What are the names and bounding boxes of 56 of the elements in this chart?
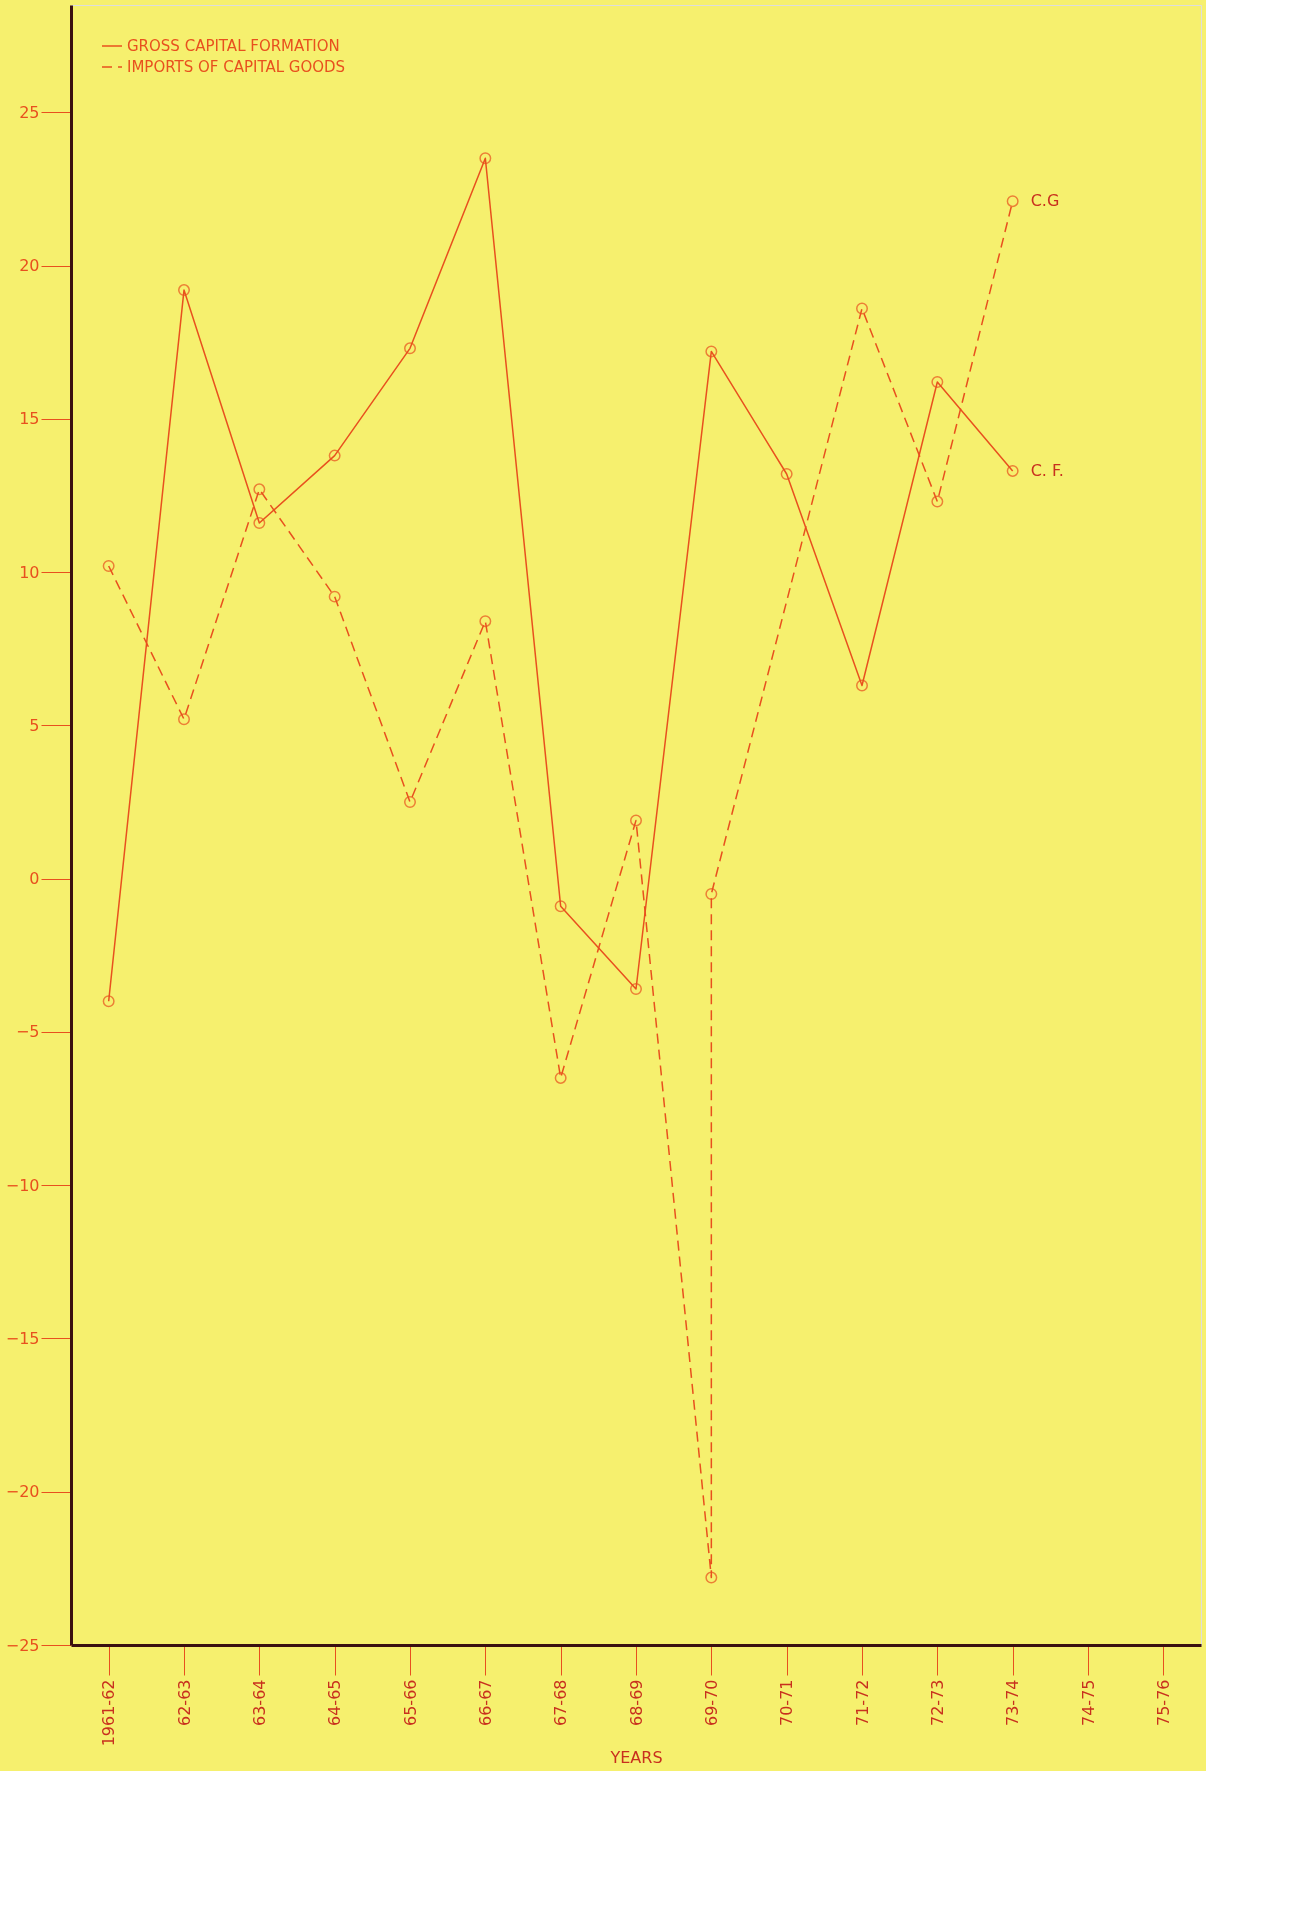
y-tick-label: −10 (5, 1175, 40, 1195)
point (102, 995, 115, 1008)
y-tick-label: −5 (15, 1022, 40, 1042)
x-tick-label: 64-65 (325, 1679, 345, 1726)
x-tick-label: 75-76 (1153, 1679, 1173, 1726)
x-tick-label: 74-75 (1078, 1679, 1098, 1726)
y-tick-label: 10 (19, 562, 40, 582)
point (554, 1071, 567, 1084)
x-tick-label: 71-72 (852, 1679, 872, 1726)
point (479, 152, 492, 165)
point (328, 449, 341, 462)
point (178, 284, 190, 297)
annotation: C.G (1030, 191, 1060, 211)
x-tick-label: 70-71 (777, 1679, 797, 1726)
point (404, 796, 416, 808)
legend-label: GROSS CAPITAL FORMATION (127, 37, 340, 55)
point (253, 483, 266, 496)
point (856, 679, 868, 692)
x-tick-label: 68-69 (626, 1679, 646, 1726)
y-tick-label: 5 (29, 715, 40, 735)
x-tick-label: 66-67 (475, 1679, 495, 1726)
y-tick-label: 15 (19, 409, 40, 429)
point (479, 615, 492, 628)
point (1006, 195, 1019, 208)
point (856, 302, 868, 315)
point (102, 559, 115, 572)
x-tick-label: 67-68 (551, 1679, 571, 1726)
x-tick-label: 1961-62 (99, 1679, 119, 1747)
y-tick-label: −20 (5, 1482, 40, 1502)
x-tick-label: 73-74 (1003, 1679, 1023, 1726)
x-tick-label: 69-70 (701, 1679, 721, 1726)
point (705, 345, 718, 358)
point (931, 495, 944, 508)
y-tick-label: −25 (5, 1635, 40, 1655)
point (404, 342, 416, 355)
point (253, 517, 266, 530)
annotation: C. F. (1030, 460, 1064, 480)
point (1006, 464, 1019, 477)
y-tick-label: 25 (19, 102, 40, 122)
x-tick-label: 63-64 (249, 1679, 269, 1726)
legend-label: IMPORTS OF CAPITAL GOODS (127, 58, 346, 76)
point (705, 1571, 718, 1584)
x-tick-label: 72-73 (927, 1679, 947, 1726)
point (630, 983, 642, 995)
point (630, 814, 642, 827)
x-axis-title: YEARS (609, 1748, 663, 1768)
x-tick-label: 65-66 (400, 1679, 420, 1726)
y-tick-label: −15 (5, 1328, 40, 1348)
y-tick-label: 0 (29, 869, 40, 889)
point (178, 713, 190, 726)
point (328, 590, 341, 603)
point (780, 468, 793, 480)
point (554, 900, 567, 913)
x-tick-label: 62-63 (174, 1679, 194, 1726)
point (931, 376, 944, 389)
y-tick-label: 20 (19, 256, 40, 276)
